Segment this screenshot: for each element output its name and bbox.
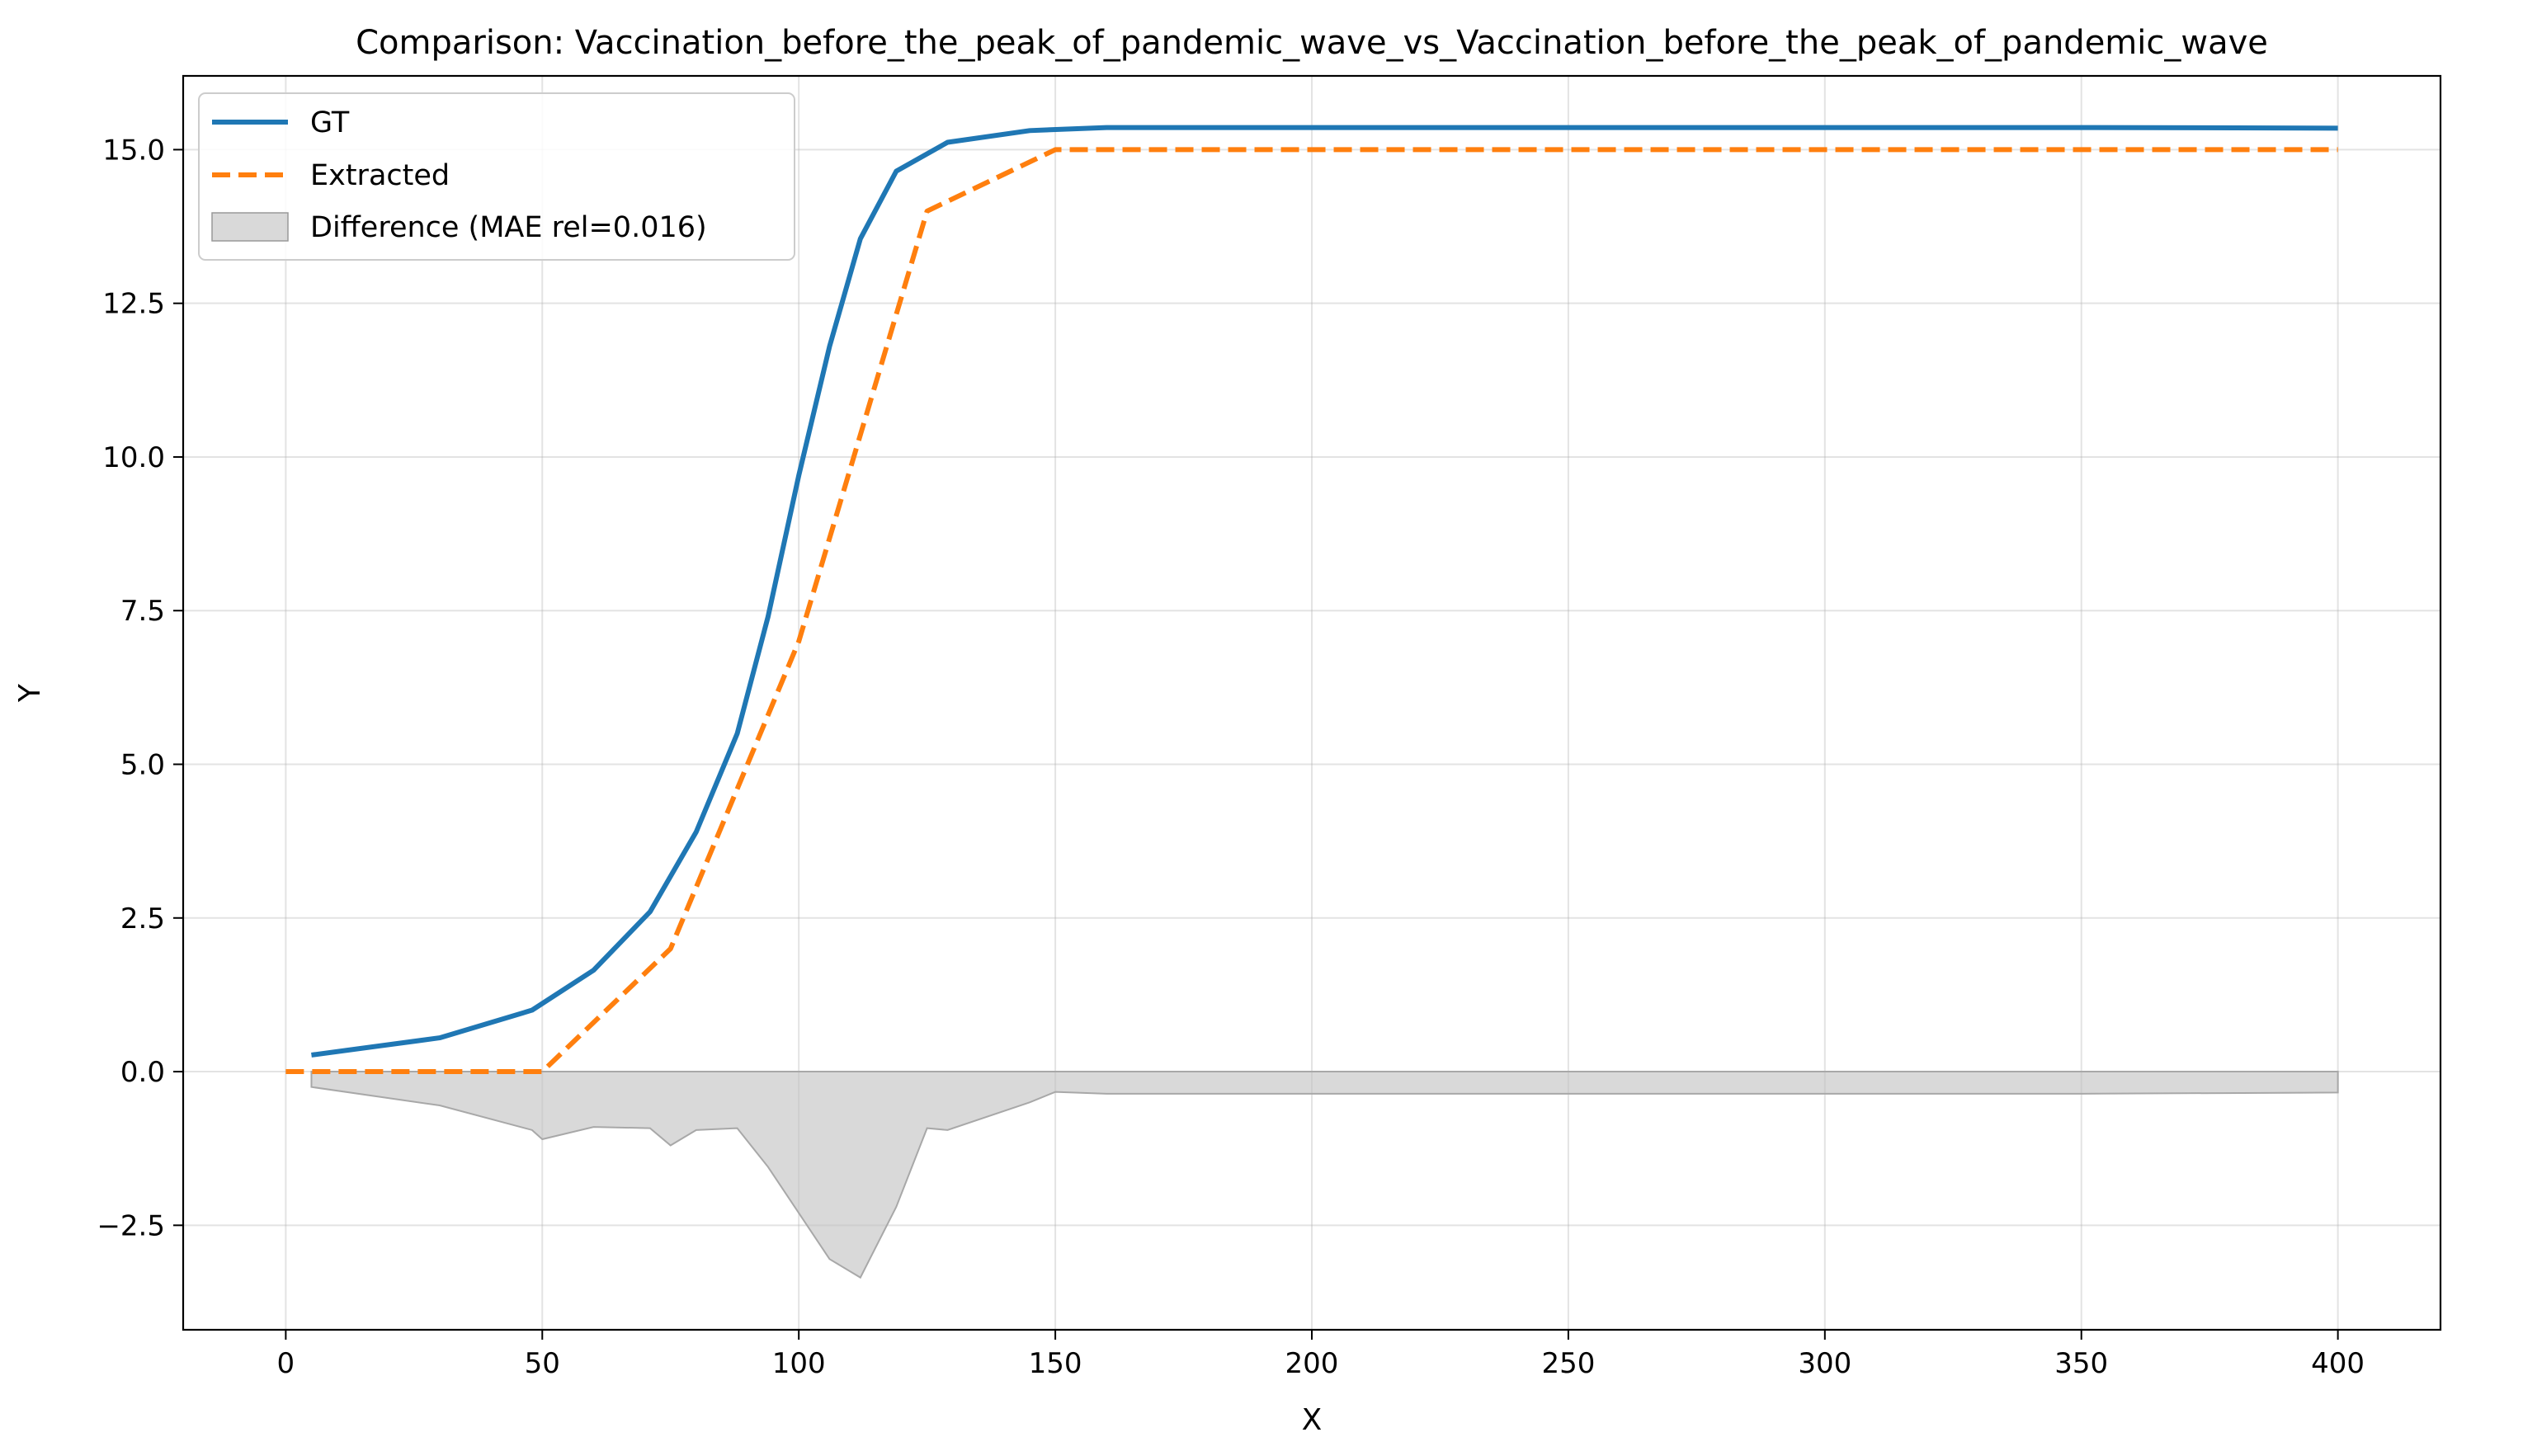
- x-axis-label: X: [1302, 1403, 1323, 1437]
- x-tick-label: 350: [2054, 1347, 2108, 1380]
- legend-box: [198, 92, 795, 261]
- difference-area: [310, 1071, 2339, 1279]
- y-tick-label: 7.5: [120, 595, 165, 628]
- chart-title: Comparison: Vaccination_before_the_peak_…: [356, 24, 2268, 62]
- y-tick-label: 0.0: [120, 1056, 165, 1089]
- y-tick-label: 5.0: [120, 749, 165, 782]
- legend: GT Extracted Difference (MAE rel=0.016): [198, 92, 795, 261]
- x-tick-label: 300: [1798, 1347, 1851, 1380]
- y-tick-label: −2.5: [97, 1209, 165, 1242]
- legend-difference-swatch: [211, 212, 289, 242]
- legend-difference-label: Difference (MAE rel=0.016): [310, 211, 707, 244]
- x-tick-label: 200: [1285, 1347, 1339, 1380]
- y-tick-label: 15.0: [102, 134, 165, 167]
- gt-series-line: [311, 125, 2338, 1058]
- series-layer: [285, 125, 2338, 1075]
- difference-area-layer: [310, 1071, 2339, 1279]
- x-tick-label: 400: [2311, 1347, 2365, 1380]
- x-tick-label: 0: [277, 1347, 295, 1380]
- y-axis-label: Y: [13, 683, 47, 703]
- y-tick-label: 2.5: [120, 902, 165, 935]
- y-tick-label: 10.0: [102, 441, 165, 474]
- legend-gt-label: GT: [310, 106, 350, 139]
- extracted-series-line: [285, 147, 2338, 1075]
- x-tick-label: 50: [525, 1347, 560, 1380]
- x-tick-label: 150: [1029, 1347, 1082, 1380]
- x-tick-label: 100: [772, 1347, 826, 1380]
- legend-extracted-label: Extracted: [310, 159, 450, 192]
- y-tick-label: 12.5: [102, 288, 165, 321]
- axis-ticks: 0 50 100 150 200 250 300 350 400 −2.5 0.0 2.5 5.0 7.5…: [97, 134, 2365, 1380]
- x-tick-label: 250: [1541, 1347, 1595, 1380]
